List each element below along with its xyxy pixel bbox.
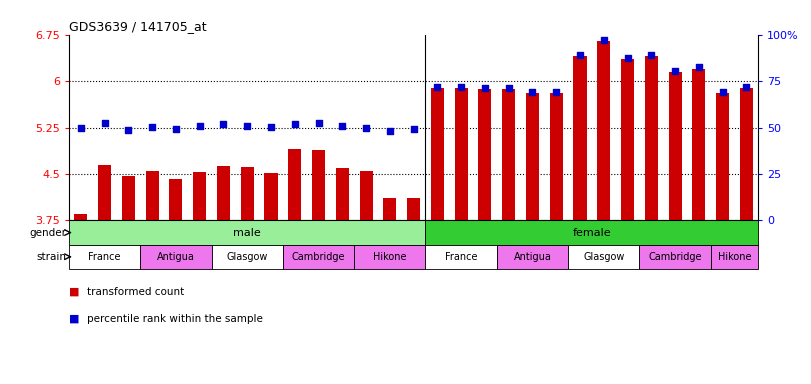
Bar (312, 151, 325, 220)
Point (431, 84, 444, 90)
Text: Glasgow: Glasgow (583, 252, 624, 262)
Bar (455, 88, 468, 220)
Bar (241, 167, 254, 220)
Bar (140, 245, 212, 269)
Point (693, 65, 706, 71)
Point (146, 124, 159, 130)
Text: transformed count: transformed count (87, 287, 184, 297)
Point (597, 36, 610, 43)
Text: percentile rank within the sample: percentile rank within the sample (87, 314, 263, 324)
Bar (502, 89, 515, 220)
Bar (645, 56, 658, 220)
Point (502, 85, 515, 91)
Point (526, 89, 539, 95)
Text: France: France (88, 252, 121, 262)
Point (288, 121, 301, 127)
Bar (431, 88, 444, 220)
Point (478, 85, 491, 91)
Text: male: male (234, 228, 261, 238)
Text: female: female (573, 228, 611, 238)
Point (550, 89, 563, 95)
Bar (497, 245, 569, 269)
Bar (550, 93, 563, 220)
Point (75, 124, 88, 131)
Point (668, 68, 681, 74)
Point (264, 124, 277, 130)
Bar (283, 245, 354, 269)
Bar (193, 172, 206, 220)
Text: France: France (445, 252, 478, 262)
Bar (336, 168, 349, 220)
Bar (668, 72, 681, 220)
Bar (526, 93, 539, 220)
Point (359, 124, 372, 131)
Text: Hikone: Hikone (373, 252, 406, 262)
Point (169, 126, 182, 132)
Bar (354, 245, 426, 269)
Point (621, 55, 634, 61)
Bar (639, 245, 710, 269)
Bar (597, 41, 611, 220)
Point (573, 52, 586, 58)
Text: Cambridge: Cambridge (292, 252, 345, 262)
Point (407, 126, 420, 132)
Bar (478, 89, 491, 220)
Point (312, 119, 325, 126)
Bar (384, 197, 397, 220)
Bar (122, 176, 135, 220)
Point (384, 127, 397, 134)
Bar (75, 214, 88, 220)
Text: ■: ■ (69, 314, 79, 324)
Bar (407, 197, 420, 220)
Point (122, 127, 135, 133)
Point (716, 89, 729, 95)
Bar (740, 88, 753, 220)
Bar (621, 60, 634, 220)
Text: strain: strain (36, 252, 67, 262)
Bar (217, 166, 230, 220)
Bar (169, 179, 182, 220)
Bar (693, 69, 706, 220)
Bar (69, 245, 140, 269)
Point (241, 123, 254, 129)
Text: gender: gender (29, 228, 67, 238)
Bar (569, 245, 639, 269)
Point (455, 84, 468, 90)
Point (740, 84, 753, 90)
Bar (264, 173, 277, 220)
Bar (146, 171, 159, 220)
Bar (212, 245, 283, 269)
Bar (426, 245, 497, 269)
Point (336, 123, 349, 129)
Bar (426, 220, 758, 245)
Text: Hikone: Hikone (718, 252, 751, 262)
Bar (288, 149, 302, 220)
Text: Cambridge: Cambridge (648, 252, 702, 262)
Bar (710, 245, 758, 269)
Text: Glasgow: Glasgow (226, 252, 268, 262)
Point (193, 122, 206, 129)
Point (645, 52, 658, 58)
Text: ■: ■ (69, 287, 79, 297)
Text: Antigua: Antigua (513, 252, 551, 262)
Bar (359, 171, 372, 220)
Point (217, 121, 230, 127)
Bar (69, 220, 426, 245)
Bar (716, 93, 729, 220)
Bar (98, 165, 111, 220)
Bar (573, 56, 586, 220)
Point (98, 119, 111, 126)
Text: GDS3639 / 141705_at: GDS3639 / 141705_at (69, 20, 207, 33)
Text: Antigua: Antigua (157, 252, 195, 262)
